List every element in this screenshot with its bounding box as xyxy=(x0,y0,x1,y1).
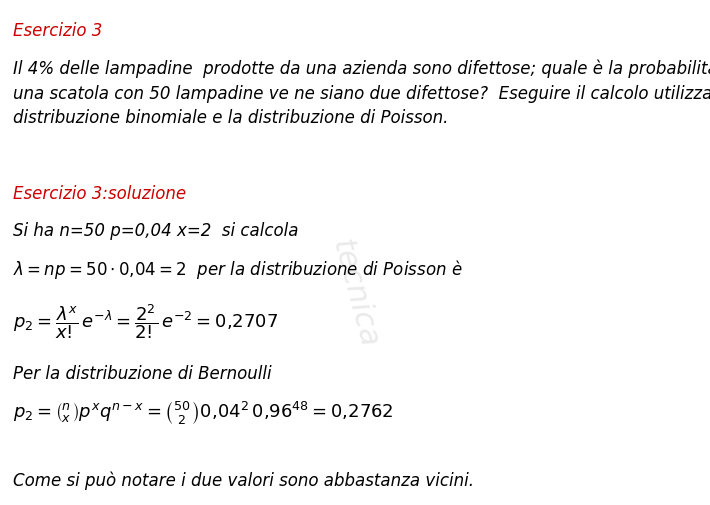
Text: Come si può notare i due valori sono abbastanza vicini.: Come si può notare i due valori sono abb… xyxy=(13,472,474,490)
Text: Il 4% delle lampadine  prodotte da una azienda sono difettose; quale è la probab: Il 4% delle lampadine prodotte da una az… xyxy=(13,60,710,127)
Text: $\lambda = np = 50 \cdot 0{,}04 = 2$  per la distribuzione di Poisson è: $\lambda = np = 50 \cdot 0{,}04 = 2$ per… xyxy=(13,258,462,281)
Text: $p_2 = \binom{n}{x}p^x q^{n-x} = \binom{50}{2}0{,}04^2\,0{,}96^{48} = 0{,}2762$: $p_2 = \binom{n}{x}p^x q^{n-x} = \binom{… xyxy=(13,400,393,427)
Text: Per la distribuzione di Bernoulli: Per la distribuzione di Bernoulli xyxy=(13,365,271,383)
Text: Si ha n=50 p=0,04 x=2  si calcola: Si ha n=50 p=0,04 x=2 si calcola xyxy=(13,222,298,240)
Text: tecnica: tecnica xyxy=(327,236,383,350)
Text: $p_2 = \dfrac{\lambda^x}{x!}\,e^{-\lambda} = \dfrac{2^2}{2!}\,e^{-2} = 0{,}2707$: $p_2 = \dfrac{\lambda^x}{x!}\,e^{-\lambd… xyxy=(13,302,278,341)
Text: Esercizio 3: Esercizio 3 xyxy=(13,22,102,40)
Text: Esercizio 3:soluzione: Esercizio 3:soluzione xyxy=(13,185,186,203)
